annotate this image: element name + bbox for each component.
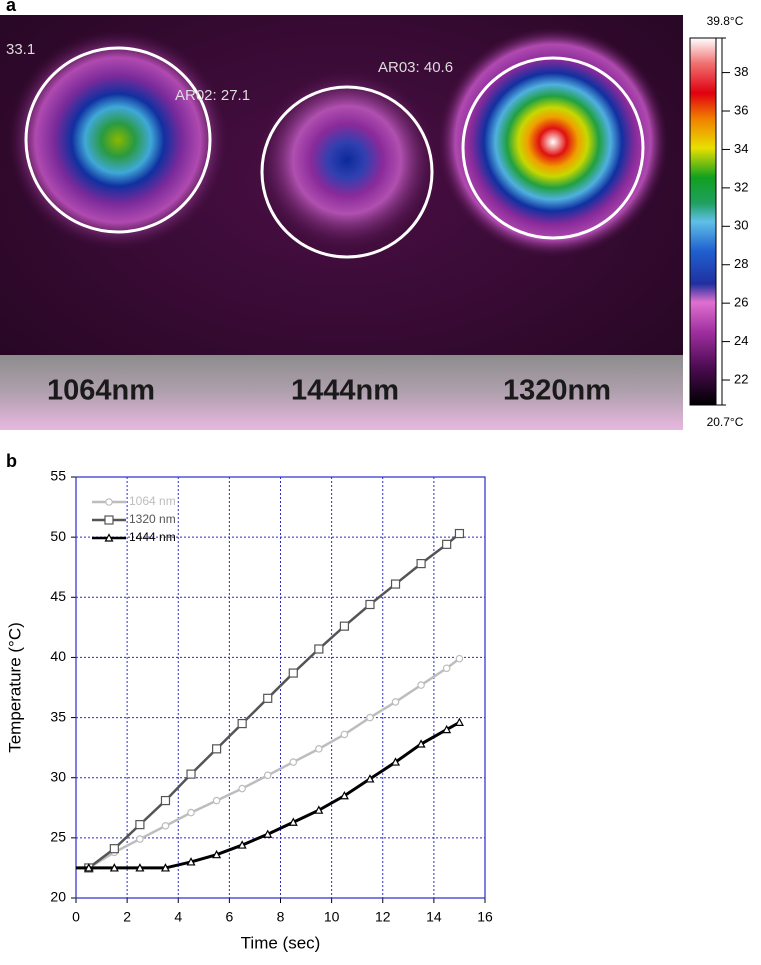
wavelength-label: 1320nm: [503, 375, 611, 407]
data-point: [454, 528, 465, 539]
roi-reading: 33.1: [6, 41, 35, 58]
colorbar: [689, 37, 717, 406]
data-point: [212, 849, 222, 859]
roi-reading: AR02: 27.1: [175, 87, 250, 104]
data-point: [212, 796, 221, 805]
roi-circle: [24, 46, 212, 234]
colorbar-tick-label: 24: [734, 333, 748, 348]
data-point: [161, 822, 170, 830]
data-point: [135, 820, 145, 830]
data-point: [160, 795, 171, 806]
data-point: [289, 758, 298, 766]
x-axis-label: Time (sec): [241, 933, 321, 952]
y-tick-label: 35: [50, 708, 66, 724]
x-tick-label: 4: [174, 909, 182, 925]
data-point: [314, 644, 324, 654]
data-point: [366, 713, 374, 722]
data-point: [391, 698, 400, 706]
x-tick-label: 2: [123, 909, 131, 925]
y-tick-label: 25: [50, 829, 66, 845]
data-point: [186, 857, 196, 866]
data-point: [104, 515, 114, 525]
panel-label: a: [6, 0, 17, 15]
data-point: [454, 717, 464, 726]
data-point: [442, 539, 452, 549]
x-tick-label: 0: [72, 909, 80, 925]
heat-spot: [438, 27, 668, 257]
data-point: [136, 835, 144, 843]
data-point: [340, 730, 349, 739]
data-point: [104, 533, 114, 542]
data-point: [211, 744, 222, 754]
colorbar-tick-label: 26: [734, 295, 748, 310]
sample-strip: [0, 355, 683, 430]
roi-circle: [461, 56, 645, 240]
x-tick-label: 6: [225, 909, 233, 925]
data-point: [339, 621, 350, 631]
y-axis-label: Temperature (°C): [5, 622, 24, 753]
data-point: [455, 654, 464, 663]
data-point: [339, 790, 349, 800]
data-point: [187, 808, 195, 817]
colorbar-tick-label: 34: [734, 141, 748, 156]
data-point: [237, 718, 247, 729]
data-point: [186, 769, 196, 779]
data-point: [442, 724, 452, 734]
y-tick-label: 55: [50, 468, 66, 484]
panel-label: b: [6, 451, 17, 471]
data-point: [365, 599, 375, 610]
colorbar-tick-label: 32: [734, 179, 748, 194]
legend-label: 1444 nm: [129, 530, 176, 544]
heat-spot: [8, 30, 228, 250]
heat-spot: [257, 70, 437, 250]
data-point: [237, 840, 247, 849]
colorbar-tick-label: 30: [734, 218, 748, 233]
data-point: [390, 579, 401, 589]
data-point: [391, 757, 401, 766]
colorbar-tick-label: 38: [734, 64, 748, 79]
colorbar-tick-label: 28: [734, 256, 748, 271]
colorbar-end-label: 39.8°C: [707, 14, 744, 28]
x-tick-label: 10: [324, 909, 340, 925]
colorbar-tick-label: 22: [734, 371, 748, 386]
data-point: [160, 863, 170, 872]
data-point: [442, 664, 451, 673]
data-point: [315, 745, 323, 753]
data-point: [238, 784, 246, 793]
x-tick-label: 12: [375, 909, 391, 925]
y-tick-label: 45: [50, 588, 66, 604]
data-point: [288, 668, 298, 678]
wavelength-label: 1444nm: [291, 375, 399, 407]
wavelength-label: 1064nm: [47, 375, 155, 407]
data-point: [263, 829, 273, 838]
y-tick-label: 50: [50, 528, 66, 544]
legend-label: 1064 nm: [129, 494, 176, 508]
data-point: [314, 805, 324, 814]
y-tick-label: 30: [50, 768, 66, 784]
data-point: [109, 863, 119, 872]
data-point: [84, 863, 94, 872]
roi-reading: AR03: 40.6: [378, 59, 453, 76]
data-point: [263, 693, 273, 703]
data-point: [416, 559, 426, 569]
x-tick-label: 16: [477, 909, 493, 925]
data-point: [417, 681, 425, 689]
data-point: [263, 771, 272, 780]
colorbar-tick-label: 36: [734, 102, 748, 117]
roi-circle: [260, 85, 434, 259]
data-point: [135, 863, 145, 872]
y-tick-label: 40: [50, 648, 66, 664]
y-tick-label: 20: [50, 889, 66, 905]
data-point: [416, 739, 426, 748]
data-point: [105, 498, 113, 506]
data-point: [288, 817, 298, 826]
legend-label: 1320 nm: [129, 512, 176, 526]
data-point: [365, 774, 375, 783]
colorbar-end-label: 20.7°C: [707, 415, 744, 429]
x-tick-label: 14: [426, 909, 442, 925]
data-point: [109, 844, 119, 854]
x-tick-label: 8: [277, 909, 285, 925]
plot-frame: [75, 476, 486, 899]
